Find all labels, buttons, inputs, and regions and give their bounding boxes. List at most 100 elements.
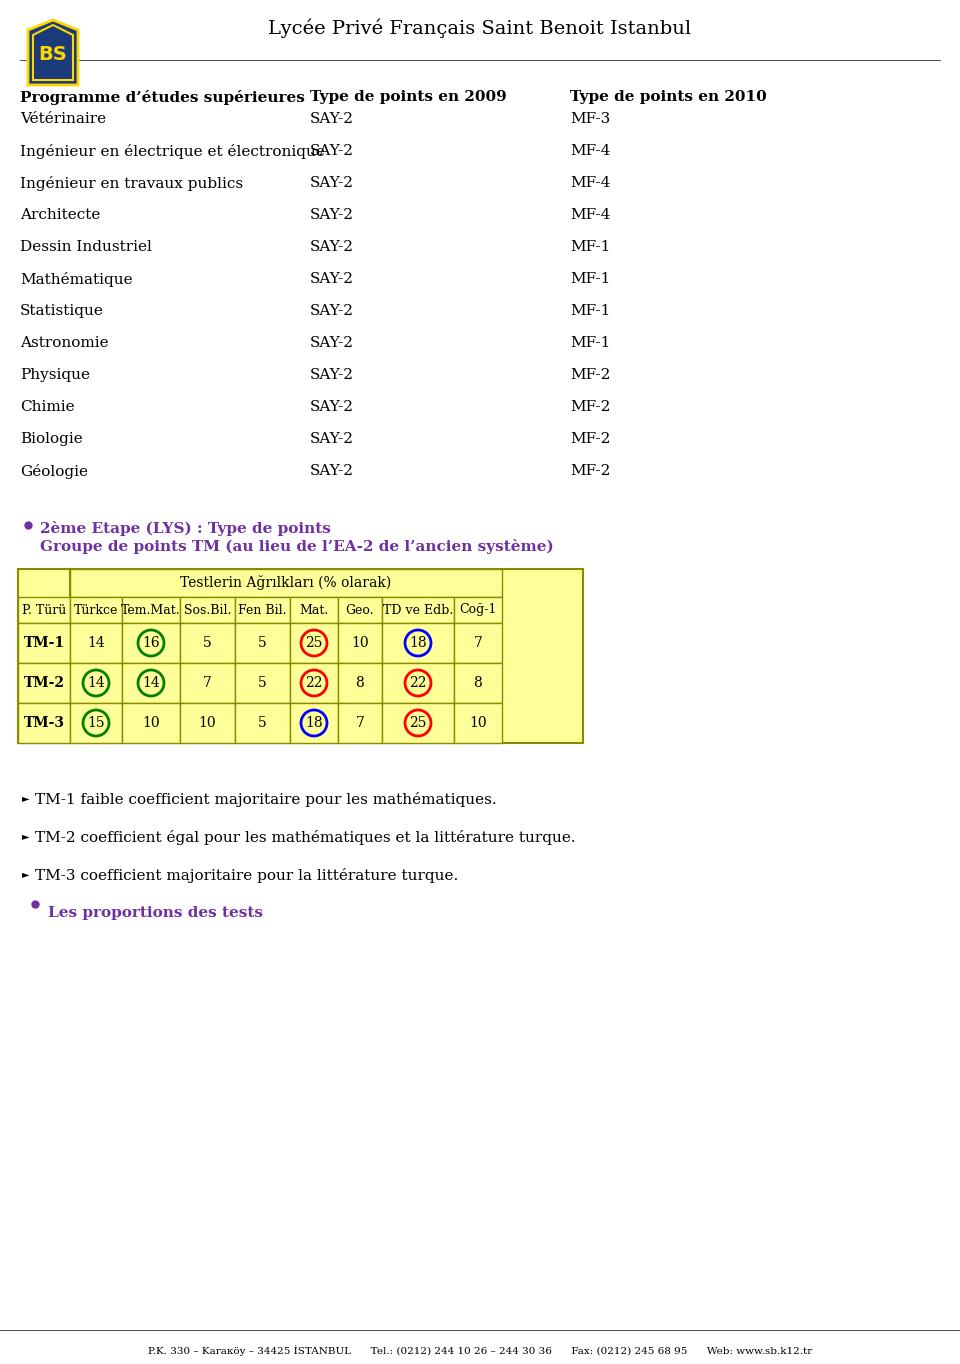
- Text: ►: ►: [22, 831, 30, 842]
- FancyBboxPatch shape: [70, 597, 122, 623]
- Text: 14: 14: [87, 636, 105, 651]
- FancyBboxPatch shape: [18, 702, 70, 743]
- Text: 16: 16: [142, 636, 159, 651]
- FancyBboxPatch shape: [235, 663, 290, 702]
- Text: MF-2: MF-2: [570, 432, 611, 446]
- FancyBboxPatch shape: [70, 663, 122, 702]
- Text: Testlerin Ağrılkları (% olarak): Testlerin Ağrılkları (% olarak): [180, 576, 392, 591]
- Text: TM-3: TM-3: [23, 716, 64, 730]
- FancyBboxPatch shape: [338, 702, 382, 743]
- Text: SAY-2: SAY-2: [310, 464, 354, 477]
- FancyBboxPatch shape: [180, 702, 235, 743]
- Text: SAY-2: SAY-2: [310, 432, 354, 446]
- Text: 18: 18: [409, 636, 427, 651]
- Text: ►: ►: [22, 792, 30, 803]
- FancyBboxPatch shape: [290, 702, 338, 743]
- Text: Architecte: Architecte: [20, 207, 101, 222]
- Text: P. Türü: P. Türü: [22, 603, 66, 617]
- Text: SAY-2: SAY-2: [310, 207, 354, 222]
- Text: P.K. 330 – Karaкöy – 34425 İSTANBUL      Tel.: (0212) 244 10 26 – 244 30 36     : P.K. 330 – Karaкöy – 34425 İSTANBUL Tel.…: [148, 1345, 812, 1356]
- FancyBboxPatch shape: [290, 623, 338, 663]
- FancyBboxPatch shape: [235, 623, 290, 663]
- Text: 18: 18: [305, 716, 323, 730]
- Text: 14: 14: [87, 677, 105, 690]
- Text: Physique: Physique: [20, 368, 90, 382]
- Text: 5: 5: [258, 716, 267, 730]
- Text: TD ve Edb.: TD ve Edb.: [383, 603, 453, 617]
- Text: Dessin Industriel: Dessin Industriel: [20, 240, 152, 254]
- FancyBboxPatch shape: [382, 702, 454, 743]
- Text: 10: 10: [199, 716, 216, 730]
- Text: 8: 8: [355, 677, 365, 690]
- Polygon shape: [28, 20, 78, 85]
- Text: 5: 5: [204, 636, 212, 651]
- FancyBboxPatch shape: [18, 663, 70, 702]
- Text: Statistique: Statistique: [20, 304, 104, 318]
- Text: TM-2: TM-2: [23, 677, 64, 690]
- FancyBboxPatch shape: [18, 597, 70, 623]
- Text: SAY-2: SAY-2: [310, 112, 354, 125]
- FancyBboxPatch shape: [454, 597, 502, 623]
- Text: TM-3 coefficient majoritaire pour la littérature turque.: TM-3 coefficient majoritaire pour la lit…: [35, 868, 458, 883]
- Text: 5: 5: [258, 677, 267, 690]
- FancyBboxPatch shape: [122, 702, 180, 743]
- Text: TM-2 coefficient égal pour les mathématiques et la littérature turque.: TM-2 coefficient égal pour les mathémati…: [35, 831, 576, 846]
- Text: Chimie: Chimie: [20, 400, 75, 415]
- Text: MF-1: MF-1: [570, 271, 611, 286]
- Text: 7: 7: [355, 716, 365, 730]
- FancyBboxPatch shape: [122, 663, 180, 702]
- Text: Tem.Mat.: Tem.Mat.: [121, 603, 180, 617]
- Text: Vétérinaire: Vétérinaire: [20, 112, 107, 125]
- Text: MF-3: MF-3: [570, 112, 611, 125]
- Text: Astronomie: Astronomie: [20, 336, 108, 351]
- Text: Les proportions des tests: Les proportions des tests: [48, 906, 263, 919]
- FancyBboxPatch shape: [338, 663, 382, 702]
- Text: Mat.: Mat.: [300, 603, 328, 617]
- FancyBboxPatch shape: [235, 597, 290, 623]
- Text: Geo.: Geo.: [346, 603, 374, 617]
- Text: 10: 10: [142, 716, 159, 730]
- Text: BS: BS: [38, 45, 67, 64]
- FancyBboxPatch shape: [70, 569, 502, 597]
- Text: Groupe de points TM (au lieu de l’EA-2 de l’ancien système): Groupe de points TM (au lieu de l’EA-2 d…: [40, 539, 554, 554]
- Text: Mathématique: Mathématique: [20, 271, 132, 286]
- Text: TM-1 faible coefficient majoritaire pour les mathématiques.: TM-1 faible coefficient majoritaire pour…: [35, 792, 496, 807]
- Text: MF-4: MF-4: [570, 176, 611, 190]
- Text: TM-1: TM-1: [23, 636, 64, 651]
- Text: MF-2: MF-2: [570, 464, 611, 477]
- Text: MF-2: MF-2: [570, 400, 611, 415]
- Text: Coğ-1: Coğ-1: [459, 603, 496, 617]
- FancyBboxPatch shape: [382, 663, 454, 702]
- Text: SAY-2: SAY-2: [310, 304, 354, 318]
- Text: Type de points en 2009: Type de points en 2009: [310, 90, 507, 104]
- Text: 14: 14: [142, 677, 160, 690]
- FancyBboxPatch shape: [180, 623, 235, 663]
- FancyBboxPatch shape: [454, 663, 502, 702]
- Text: 25: 25: [305, 636, 323, 651]
- Text: 5: 5: [258, 636, 267, 651]
- Text: 10: 10: [351, 636, 369, 651]
- Text: MF-4: MF-4: [570, 145, 611, 158]
- Text: SAY-2: SAY-2: [310, 145, 354, 158]
- Text: Programme d’études supérieures: Programme d’études supérieures: [20, 90, 305, 105]
- Text: Ingénieur en travaux publics: Ingénieur en travaux publics: [20, 176, 243, 191]
- FancyBboxPatch shape: [338, 623, 382, 663]
- Text: Type de points en 2010: Type de points en 2010: [570, 90, 767, 104]
- Text: SAY-2: SAY-2: [310, 336, 354, 351]
- Text: 15: 15: [87, 716, 105, 730]
- Text: Türkce: Türkce: [74, 603, 118, 617]
- FancyBboxPatch shape: [122, 623, 180, 663]
- FancyBboxPatch shape: [454, 702, 502, 743]
- FancyBboxPatch shape: [290, 663, 338, 702]
- Text: 2ème Etape (LYS) : Type de points: 2ème Etape (LYS) : Type de points: [40, 521, 331, 536]
- Text: MF-4: MF-4: [570, 207, 611, 222]
- FancyBboxPatch shape: [18, 623, 70, 663]
- FancyBboxPatch shape: [454, 623, 502, 663]
- Text: SAY-2: SAY-2: [310, 368, 354, 382]
- Text: MF-1: MF-1: [570, 240, 611, 254]
- Text: 25: 25: [409, 716, 427, 730]
- FancyBboxPatch shape: [122, 597, 180, 623]
- Text: MF-2: MF-2: [570, 368, 611, 382]
- Text: 8: 8: [473, 677, 482, 690]
- FancyBboxPatch shape: [18, 569, 583, 743]
